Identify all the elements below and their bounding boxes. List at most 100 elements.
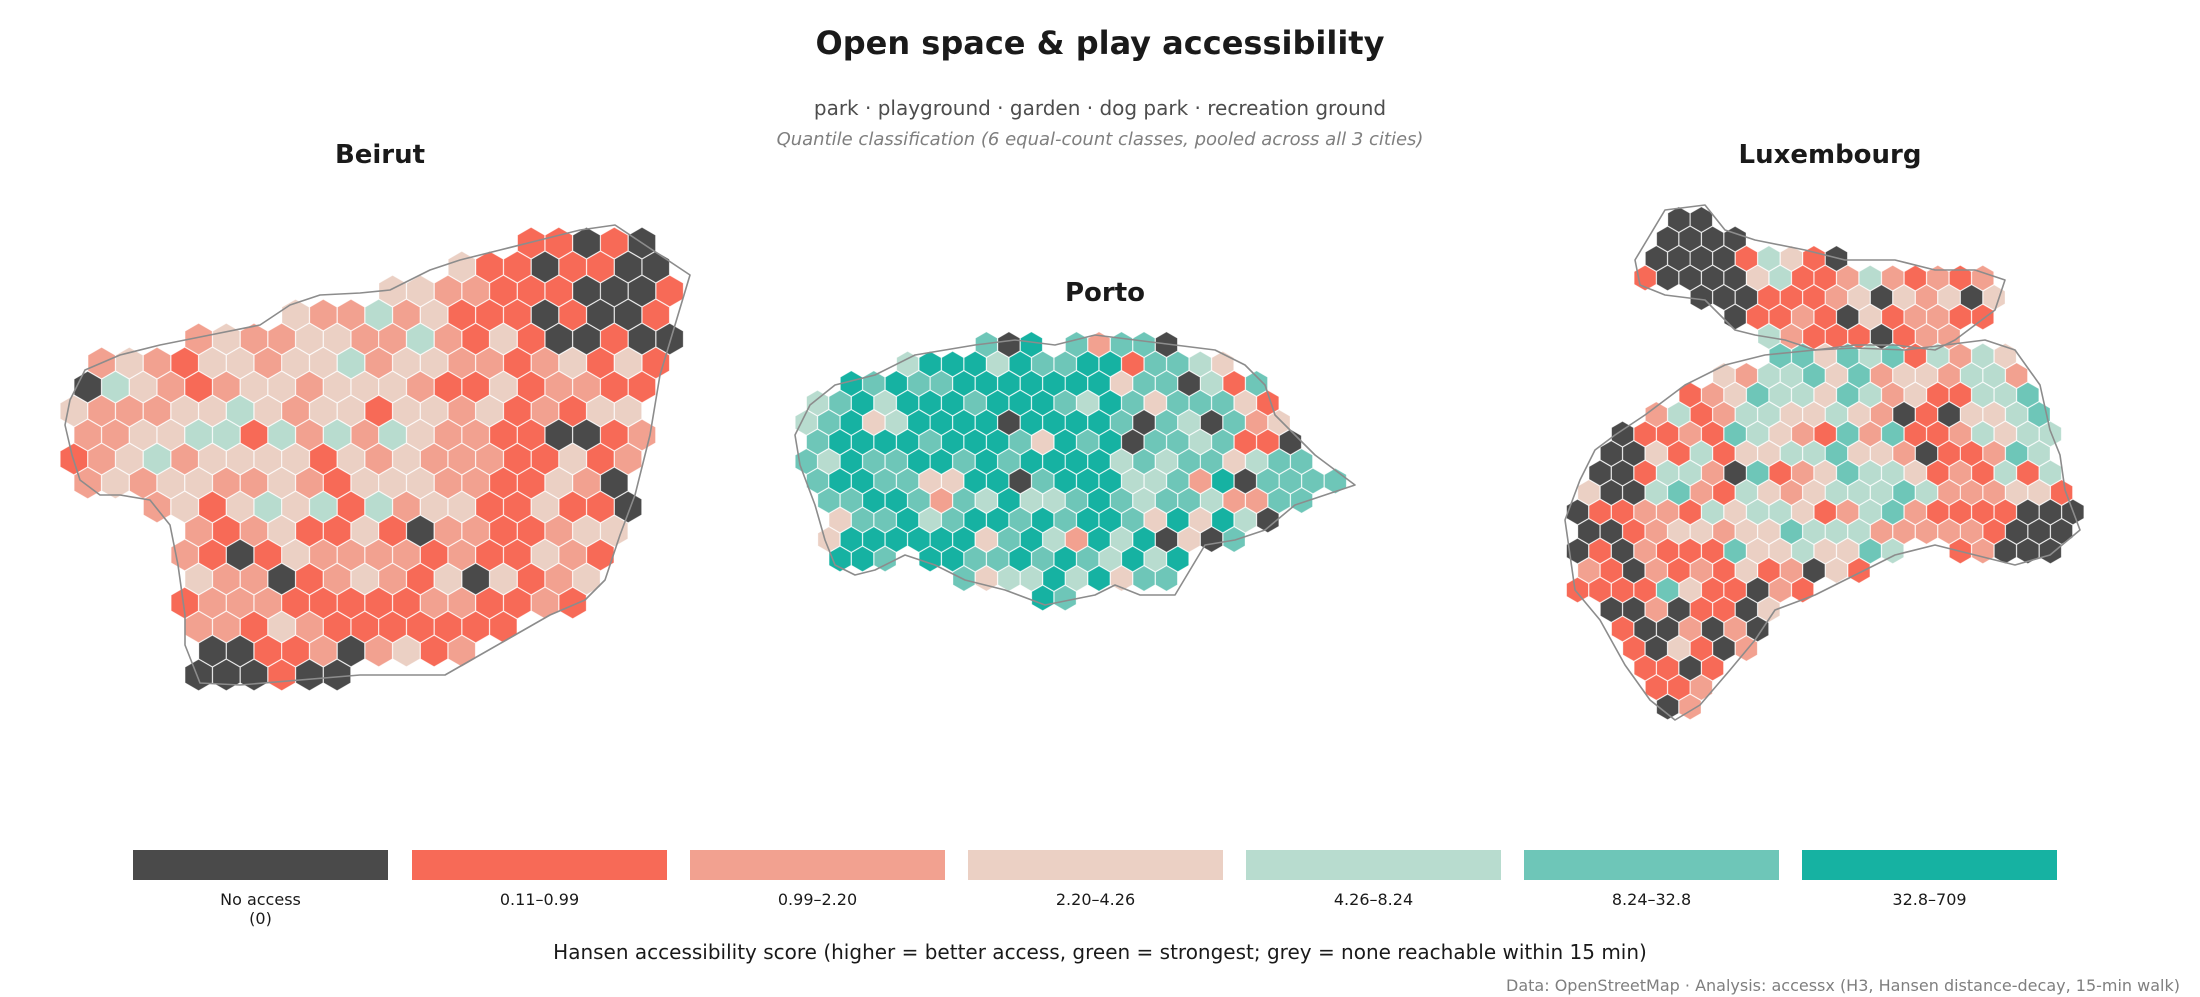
hex-cell	[295, 562, 324, 596]
hex-cell	[1053, 350, 1077, 378]
hex-cell	[941, 467, 964, 495]
hex-cell	[572, 274, 601, 308]
hex-cell	[2027, 479, 2051, 506]
hex-cell	[1656, 615, 1679, 643]
hex-cell	[406, 610, 435, 644]
hex-cell	[1031, 389, 1055, 417]
legend-swatch	[133, 850, 388, 880]
hex-cell	[392, 394, 421, 428]
hex-cell	[240, 370, 268, 404]
hex-cell	[1200, 526, 1223, 553]
hex-cell	[1948, 420, 1972, 448]
hex-cell	[1233, 428, 1257, 456]
hex-cell	[806, 389, 829, 417]
hex-cell	[1948, 498, 1972, 526]
hex-cell	[420, 442, 449, 476]
hex-cell	[226, 490, 255, 524]
hex-cell	[1667, 245, 1691, 272]
hex-cell	[1802, 245, 1826, 272]
hex-cell	[1645, 479, 1668, 506]
hex-cell	[184, 466, 213, 500]
hex-cell	[87, 442, 116, 476]
hex-cell	[364, 298, 393, 332]
hex-cell	[170, 490, 199, 524]
hex-cell	[156, 466, 185, 500]
hex-cell	[447, 298, 476, 332]
hex-cell	[1712, 401, 1736, 428]
hex-cell	[986, 350, 1010, 378]
hex-cell	[489, 274, 518, 308]
hex-cell	[1757, 245, 1781, 272]
hex-cell	[1622, 518, 1646, 545]
hex-cell	[1701, 381, 1724, 409]
hex-cell	[1098, 389, 1122, 417]
hex-cell	[143, 346, 171, 380]
hex-cell	[1121, 506, 1145, 534]
hex-cell	[600, 466, 629, 500]
hex-cell	[1053, 467, 1077, 495]
hex-cell	[1903, 459, 1927, 487]
hex-cell	[1825, 362, 1848, 389]
hex-cell	[129, 370, 157, 404]
hex-cell	[600, 226, 629, 260]
hex-cell	[1645, 245, 1668, 272]
porto-hex-map	[794, 331, 1356, 612]
hex-cell	[447, 586, 476, 620]
hex-cell	[1245, 370, 1268, 397]
hex-cell	[918, 428, 942, 456]
hex-cell	[1042, 526, 1066, 553]
hex-cell	[851, 389, 874, 417]
hex-cell	[531, 346, 559, 380]
hex-cell	[1768, 303, 1792, 331]
hex-cell	[253, 490, 282, 524]
hex-cell	[1825, 440, 1848, 467]
beirut-hex-map	[59, 224, 691, 692]
hex-cell	[198, 586, 227, 620]
hex-cell	[1948, 264, 1972, 292]
hex-cell	[364, 394, 393, 428]
hex-cell	[1971, 498, 1995, 526]
hex-cell	[1678, 225, 1702, 253]
hex-cell	[2050, 518, 2073, 545]
hex-cell	[489, 322, 518, 356]
hex-cell	[1689, 635, 1713, 662]
hex-cell	[1735, 596, 1758, 623]
hex-cell	[337, 634, 365, 668]
hex-cell	[1825, 401, 1848, 428]
hex-cell	[975, 331, 998, 358]
hex-cell	[378, 514, 407, 548]
hex-cell	[364, 634, 393, 668]
hex-cell	[378, 610, 407, 644]
hex-cell	[1915, 284, 1938, 311]
hex-cell	[1065, 526, 1088, 553]
hex-cell	[1768, 342, 1792, 370]
hex-cell	[975, 409, 998, 436]
hex-cell	[1121, 350, 1145, 378]
hex-cell	[952, 370, 976, 397]
hex-cell	[558, 442, 587, 476]
hex-cell	[840, 370, 863, 397]
hex-cell	[517, 466, 546, 500]
hex-cell	[184, 514, 213, 548]
hex-cell	[350, 466, 379, 500]
hex-cell	[1858, 381, 1882, 409]
hex-cell	[1858, 459, 1882, 487]
hex-cell	[281, 394, 310, 428]
hex-cell	[420, 346, 449, 380]
hex-cell	[323, 562, 352, 596]
hex-cell	[1053, 584, 1077, 612]
hex-cell	[1645, 674, 1668, 701]
hex-cell	[1678, 615, 1702, 643]
hex-cell	[267, 322, 296, 356]
hex-cell	[309, 346, 338, 380]
hex-cell	[253, 442, 282, 476]
hex-cell	[941, 428, 964, 456]
hex-cell	[1892, 362, 1916, 389]
hex-cell	[558, 586, 587, 620]
hex-cell	[1858, 498, 1882, 526]
hex-cell	[1712, 518, 1736, 545]
hex-cell	[1735, 245, 1758, 272]
hex-cell	[1177, 487, 1201, 514]
hex-cell	[1993, 342, 2017, 370]
city-boundary	[64, 224, 691, 686]
